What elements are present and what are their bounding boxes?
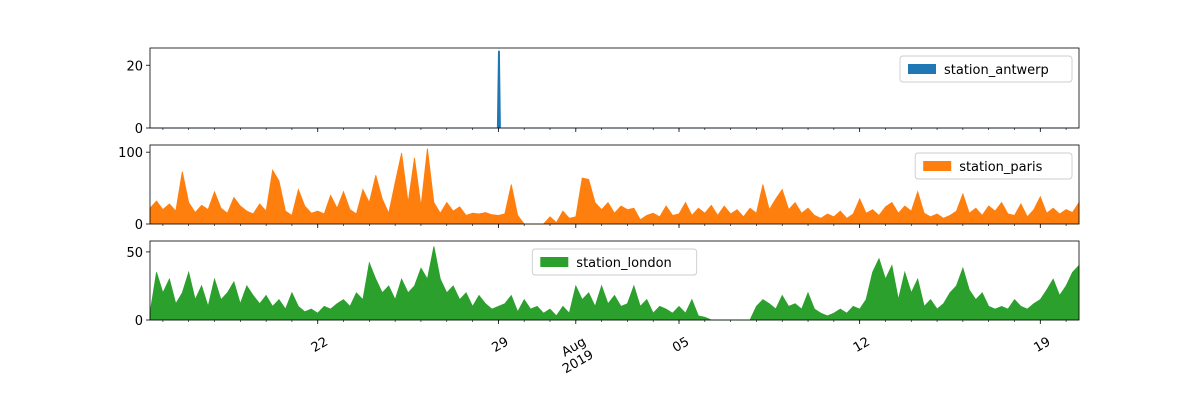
station-london-legend-swatch <box>540 257 569 267</box>
xtick-label: 05 <box>670 335 692 356</box>
xtick-label: 12 <box>851 335 873 356</box>
station-paris-axes-frame <box>149 144 1080 225</box>
station-paris-ytick-label: 0 <box>135 218 143 233</box>
station-paris-area <box>149 148 1080 225</box>
station-antwerp-legend-box <box>899 55 1073 83</box>
station-paris-legend-box <box>914 152 1073 180</box>
station-london-legend-box <box>531 248 698 276</box>
xtick-label: Aug2019 <box>553 335 597 378</box>
station-london-legend-label: station_london <box>576 256 672 271</box>
station-paris-legend-label: station_paris <box>959 160 1042 175</box>
station-london-ytick-label: 50 <box>126 246 143 261</box>
station-antwerp-legend-label: station_antwerp <box>944 63 1049 78</box>
station-antwerp-legend-swatch <box>908 64 936 74</box>
station-london-axes-frame <box>149 240 1080 321</box>
station-paris-ytick-label: 100 <box>118 146 143 161</box>
xtick-label: 19 <box>1031 335 1053 356</box>
station-london-area <box>149 246 1080 321</box>
station-antwerp-ytick-label: 0 <box>135 122 143 137</box>
station-london-ytick-label: 0 <box>135 314 143 329</box>
station-antwerp-ytick-label: 20 <box>126 59 143 74</box>
station-paris-legend-swatch <box>923 161 952 171</box>
xtick-label: 29 <box>490 335 512 356</box>
xtick-label: 22 <box>309 335 331 356</box>
station-antwerp-axes-frame <box>149 47 1080 129</box>
